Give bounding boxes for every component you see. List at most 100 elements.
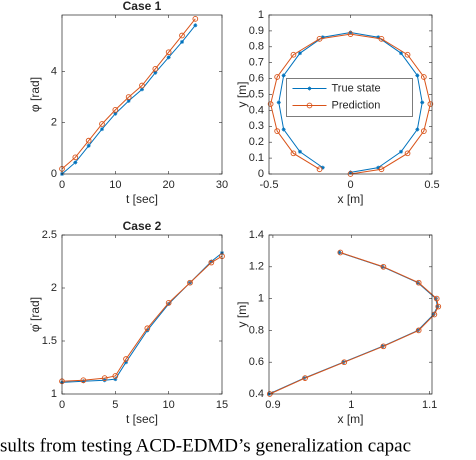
marker [348, 30, 353, 35]
marker [415, 73, 420, 78]
y-tick-label: 1.5 [42, 335, 57, 347]
marker [431, 312, 436, 317]
marker [166, 55, 171, 60]
marker [208, 259, 215, 266]
marker [193, 23, 198, 28]
y-tick-label: 1 [51, 388, 57, 400]
marker [415, 327, 422, 334]
axes-frame [268, 14, 433, 175]
marker [376, 35, 381, 40]
y-tick-label: 0.1 [249, 152, 264, 164]
marker [125, 94, 132, 100]
marker [144, 325, 151, 332]
marker [179, 32, 185, 39]
marker [274, 74, 281, 80]
marker [124, 360, 128, 365]
marker [113, 377, 118, 382]
marker [123, 356, 129, 362]
x-tick-label: 1 [348, 399, 354, 411]
marker [153, 70, 158, 75]
marker [380, 263, 387, 270]
series-line [61, 18, 196, 170]
marker [281, 127, 286, 132]
marker [320, 165, 325, 170]
marker [433, 295, 440, 302]
marker [316, 35, 323, 42]
subplot-title: Case 1 [123, 0, 162, 13]
axes-box [62, 15, 222, 174]
marker [73, 160, 78, 165]
marker [209, 259, 214, 264]
marker [347, 31, 354, 37]
axes-box [62, 235, 222, 394]
y-tick-label: 1.2 [249, 261, 264, 273]
marker [166, 301, 171, 306]
y-tick-label: 0.2 [249, 136, 264, 148]
marker [337, 249, 344, 256]
marker [80, 377, 87, 384]
axes-box [269, 235, 432, 394]
series-line [61, 255, 223, 382]
axes-frame [268, 234, 433, 395]
marker [112, 373, 119, 379]
marker [427, 101, 434, 107]
marker [290, 150, 297, 157]
marker [380, 343, 387, 350]
marker [337, 250, 342, 255]
marker [376, 165, 381, 170]
marker [267, 101, 274, 107]
marker [281, 73, 286, 78]
marker [420, 100, 425, 105]
series-line [278, 31, 423, 173]
marker [421, 128, 427, 134]
x-axis-label: t [sec] [126, 192, 158, 206]
marker [101, 375, 108, 381]
y-tick-label: 0.6 [249, 356, 264, 368]
x-tick-label: 15 [216, 399, 228, 411]
marker [112, 107, 119, 113]
y-tick-label: 2 [51, 117, 57, 129]
marker [378, 166, 385, 173]
marker [415, 279, 422, 286]
marker [302, 375, 308, 381]
marker [348, 170, 353, 175]
marker [81, 379, 86, 384]
y-tick-label: 1 [258, 293, 264, 305]
marker [165, 299, 172, 306]
x-tick-label: 0.9 [265, 399, 280, 411]
marker [274, 128, 281, 134]
x-tick-label: -0.5 [260, 179, 279, 191]
marker [421, 74, 427, 80]
x-tick-label: 5 [112, 399, 118, 411]
marker [297, 149, 302, 154]
x-tick-label: 0 [347, 179, 353, 191]
y-tick-label: 0.7 [249, 57, 264, 69]
marker [139, 82, 145, 89]
marker [433, 296, 438, 301]
marker [307, 86, 312, 91]
y-axis-label: y [m] [235, 302, 249, 328]
x-tick-label: 30 [216, 179, 228, 191]
marker [435, 303, 442, 310]
marker [86, 143, 91, 148]
marker [113, 111, 118, 116]
y-tick-label: 0.9 [249, 25, 264, 37]
marker [100, 127, 104, 132]
x-axis-label: x [m] [338, 412, 364, 426]
x-tick-label: 20 [163, 179, 175, 191]
y-axis-label: φ̇ [rad] [28, 297, 42, 332]
marker [126, 98, 131, 103]
axes-frame [61, 14, 223, 175]
y-tick-label: 0.6 [249, 73, 264, 85]
y-axis-label: φ [rad] [28, 77, 42, 112]
x-tick-label: 0 [59, 399, 65, 411]
y-tick-label: 1 [258, 9, 264, 21]
marker [72, 154, 79, 161]
series-line [269, 252, 439, 395]
y-tick-label: 1.4 [249, 229, 264, 241]
marker [435, 304, 440, 309]
marker [415, 127, 420, 132]
subplot-title: Case 2 [123, 219, 162, 233]
marker [316, 166, 323, 173]
